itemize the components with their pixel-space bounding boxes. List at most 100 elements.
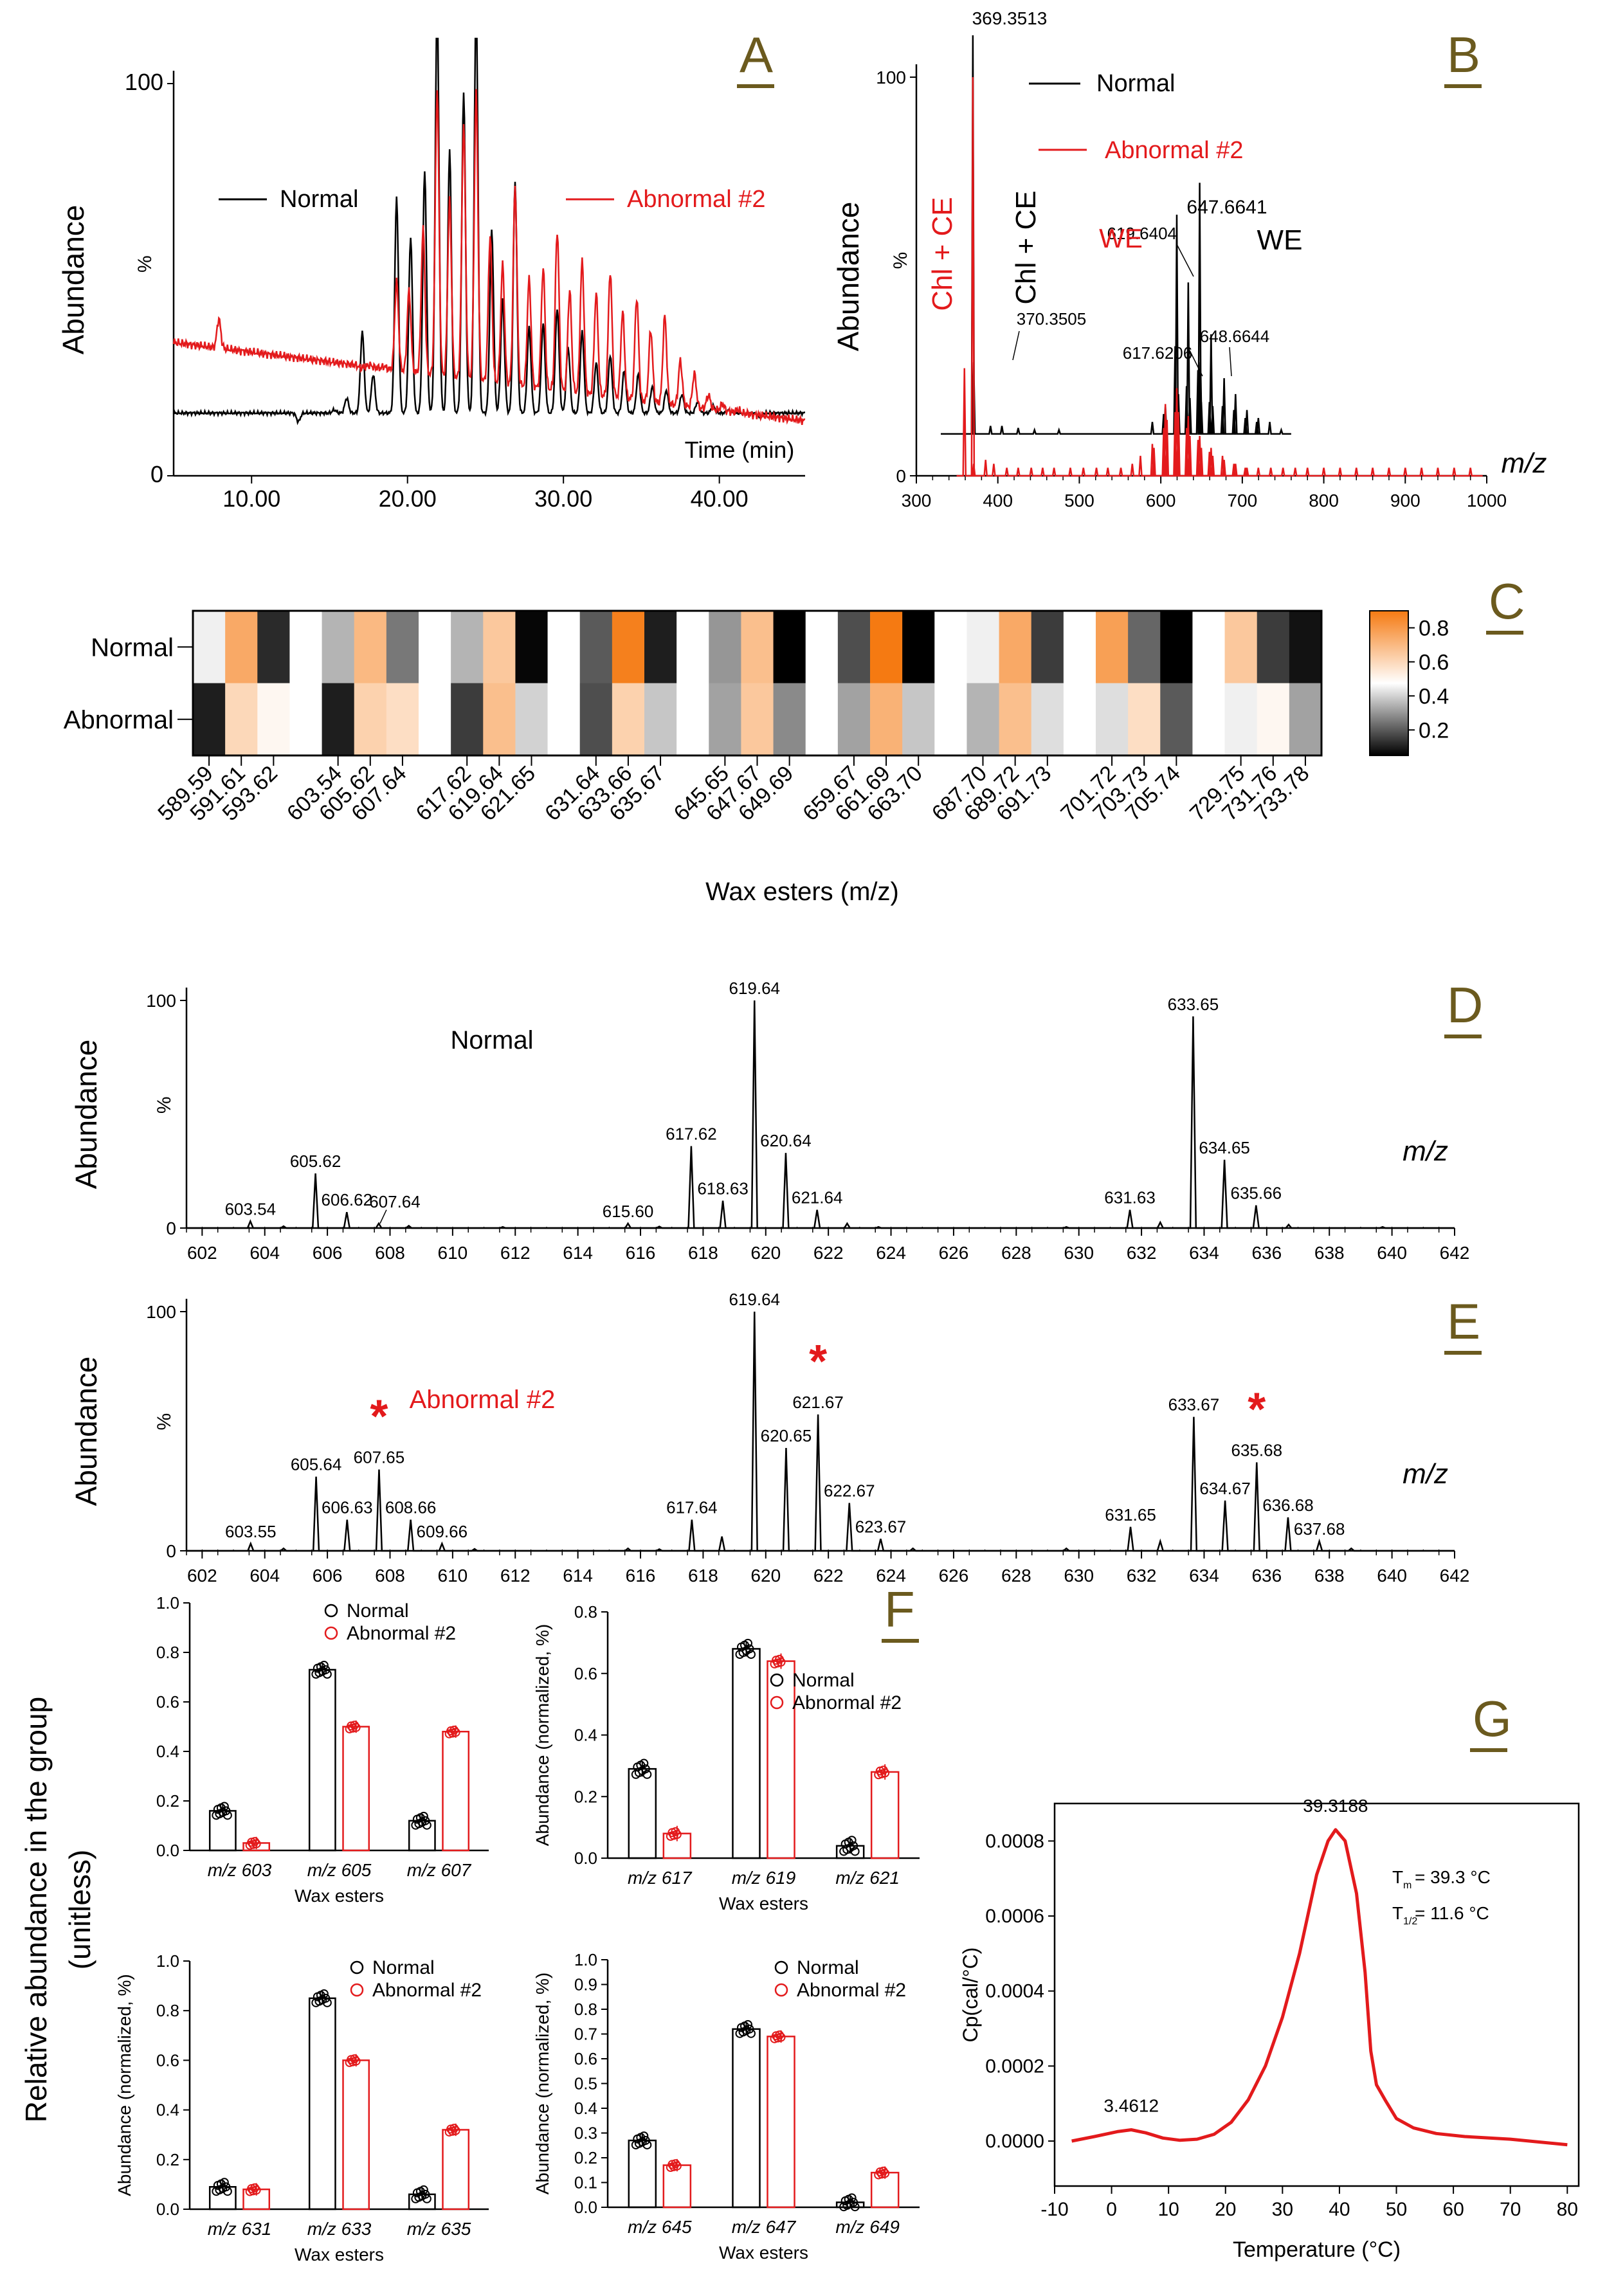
C-cell: [193, 683, 226, 756]
C-cell: [902, 611, 935, 683]
C-cell: [676, 683, 709, 756]
F4-ytick-label: 0.4: [574, 2099, 597, 2118]
D-peak-label: 606.62: [322, 1190, 373, 1209]
D-xtick-label: 636: [1251, 1243, 1282, 1263]
F4-datapoint: [850, 2202, 860, 2212]
F1-legend-normal-marker: [324, 1604, 338, 1618]
F1-ytick-label: 0.6: [156, 1692, 179, 1712]
G-xtick-label: 70: [1500, 2199, 1521, 2220]
F2-ylabel: Abundance (normalized, %): [532, 1624, 552, 1847]
F4-bar-abnormal: [662, 2164, 692, 2209]
D-xtick-label: 620: [750, 1243, 781, 1263]
B-leader-648: [1229, 347, 1232, 377]
D-xtick-label: 624: [876, 1243, 906, 1263]
E-xtick-label: 628: [1001, 1566, 1031, 1586]
G-annot-thalf-T: T: [1392, 1903, 1403, 1923]
G-annot-tm-value: = 39.3 °C: [1415, 1867, 1491, 1887]
F2-datapoint: [847, 1836, 857, 1845]
C-cell: [676, 611, 709, 683]
F1-category-label: m/z 603: [208, 1860, 272, 1880]
C-cell: [967, 611, 1000, 683]
E-xtick-label: 630: [1064, 1566, 1094, 1586]
D-xtick-label: 638: [1314, 1243, 1345, 1263]
G-xtick-label: 50: [1386, 2199, 1407, 2220]
D-xtick-label: 642: [1440, 1243, 1470, 1263]
F4-ytick-label: 0.5: [574, 2074, 597, 2093]
D-xtick-label: 602: [187, 1243, 217, 1263]
C-colorbar-label: 0.6: [1419, 650, 1449, 674]
E-peak-label: 636.68: [1262, 1496, 1314, 1515]
panel-F1: 0.0 0.2 0.4 0.6 0.8 1.0 m/z 603 m/z 605 m/z 607 W…: [156, 1593, 489, 1906]
G-annot-thalf-value: = 11.6 °C: [1415, 1903, 1489, 1923]
F2-datapoint: [850, 1847, 860, 1856]
C-cell: [773, 611, 806, 683]
E-xtick-label: 642: [1440, 1566, 1470, 1586]
B-ytick-label: 100: [876, 68, 906, 87]
A-series-normal: [172, 37, 805, 426]
F3-category-label: m/z 631: [208, 2219, 272, 2239]
C-cell: [225, 611, 258, 683]
panel-letter-A: A: [737, 26, 774, 88]
C-cell: [741, 611, 774, 683]
F1-ytick-label: 0.4: [156, 1742, 179, 1761]
C-cell: [579, 611, 613, 683]
E-xtick-label: 622: [813, 1566, 844, 1586]
F1-category-label: m/z 605: [307, 1860, 372, 1880]
C-cell: [1224, 683, 1258, 756]
F4-ytick-label: 1.0: [574, 1950, 597, 1969]
F2-ytick-label: 0.2: [574, 1787, 597, 1806]
G-ytick-label: 0.0006: [985, 1906, 1044, 1927]
panel-letter-D-text: D: [1447, 977, 1483, 1033]
F4-ytick-label: 0.9: [574, 1975, 597, 1994]
E-peak-label: 635.68: [1231, 1440, 1283, 1460]
F3-ytick-label: 1.0: [156, 1951, 179, 1971]
F4-ytick-label: 0.6: [574, 2049, 597, 2068]
F3-datapoint: [322, 1998, 332, 2007]
F4-datapoint: [775, 2030, 785, 2040]
panel-G: 0.0000 0.0002 0.0004 0.0006 0.0008 -10 0 10 20 30…: [959, 1796, 1580, 2262]
F1-datapoint: [322, 1669, 332, 1679]
C-cell: [773, 683, 806, 756]
D-xtick-label: 634: [1189, 1243, 1219, 1263]
F1-datapoint: [219, 1802, 229, 1811]
F2-bar-abnormal: [767, 1660, 795, 1859]
B-xtick-label: 1000: [1467, 491, 1507, 511]
C-cell: [837, 611, 871, 683]
C-cell: [322, 611, 355, 683]
G-annot-tm-sub: m: [1403, 1880, 1412, 1891]
G-frame: [1053, 1802, 1580, 2187]
F2-legend-abnormal-label: Abnormal #2: [792, 1692, 902, 1713]
F2-datapoint: [642, 1769, 652, 1779]
F4-category-label: m/z 645: [628, 2217, 692, 2237]
E-xtick-label: 610: [438, 1566, 468, 1586]
C-cell: [1063, 611, 1096, 683]
C-cell: [1031, 683, 1064, 756]
E-peak-label: 623.67: [855, 1517, 907, 1536]
E-peak-label: 603.55: [225, 1522, 277, 1541]
E-peak-label: 622.67: [824, 1481, 875, 1501]
C-cell: [741, 683, 774, 756]
F1-datapoint: [449, 1725, 459, 1735]
C-colorbar-label: 0.2: [1419, 718, 1449, 743]
C-xlabel: Wax esters (m/z): [705, 878, 899, 906]
panel-F2: 0.0 0.2 0.4 0.6 0.8 m/z 617 m/z 619 m/z 621 Wax …: [532, 1602, 920, 1913]
B-legend-abnormal-label: Abnormal #2: [1105, 137, 1243, 164]
C-cell: [1128, 683, 1161, 756]
C-cell: [1096, 611, 1129, 683]
G-xtick-label: 80: [1557, 2199, 1578, 2220]
D-peak-label: 634.65: [1199, 1138, 1250, 1157]
F3-bar-abnormal: [442, 2129, 470, 2210]
E-asterisk: *: [1248, 1384, 1266, 1435]
D-ylabel: Abundance: [69, 1040, 103, 1189]
D-xlabel: m/z: [1403, 1135, 1448, 1167]
D-xtick-label: 606: [313, 1243, 343, 1263]
F3-ylabel: Abundance (normalized, %): [114, 1974, 134, 2196]
F3-datapoint: [222, 2187, 232, 2196]
D-peak-label: 621.64: [792, 1188, 843, 1207]
F4-legend-abnormal-label: Abnormal #2: [797, 1980, 906, 2001]
D-peak-label: 605.62: [290, 1152, 341, 1171]
C-cell: [1192, 683, 1226, 756]
F1-datapoint: [250, 1837, 260, 1847]
E-xtick-label: 632: [1127, 1566, 1157, 1586]
